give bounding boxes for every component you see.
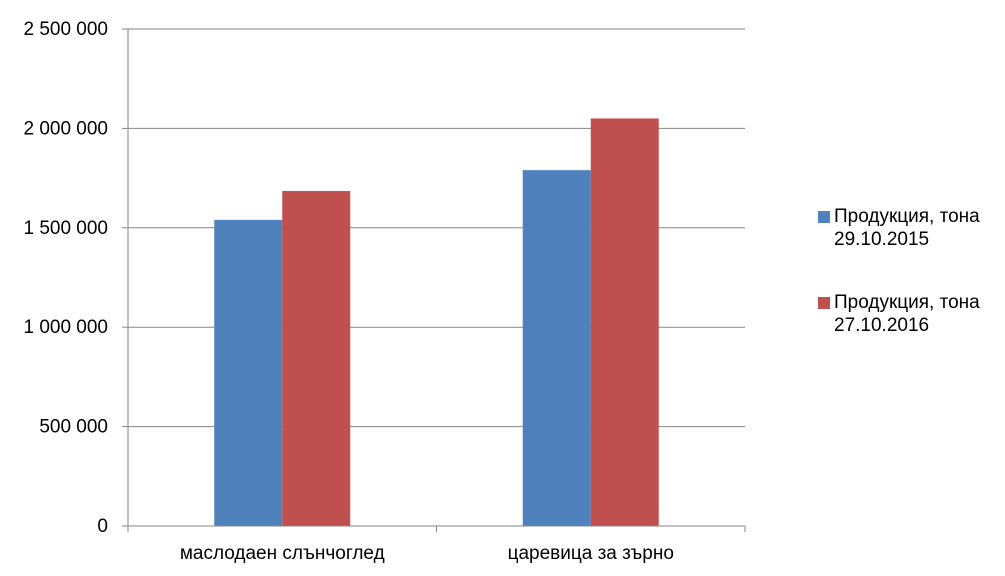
- x-tick-label: маслодаен слънчоглед: [180, 543, 385, 564]
- legend-swatch-series-1: [818, 211, 830, 223]
- legend-label-series-2-line-2: 27.10.2016: [834, 315, 930, 336]
- legend-swatch-series-2: [818, 297, 830, 309]
- bar-series-2-1: [282, 191, 351, 526]
- legend: Продукция, тона 29.10.2015 Продукция, то…: [818, 205, 1003, 377]
- axes: [122, 28, 746, 532]
- y-tick-label: 1 500 000: [23, 218, 108, 239]
- bar-series-1-1: [214, 219, 283, 526]
- x-tick-label: царевица за зърно: [508, 543, 674, 564]
- y-tick-label: 0: [97, 516, 108, 537]
- legend-label-series-1-line-2: 29.10.2015: [834, 229, 930, 250]
- bar-series-1-2: [522, 170, 591, 526]
- y-tick-label: 2 000 000: [23, 118, 108, 139]
- legend-label-series-2-line-1: Продукция, тона: [834, 292, 980, 313]
- legend-label-series-1-line-1: Продукция, тона: [834, 206, 980, 227]
- tick-labels: 0 500 000 1 000 000 1 500 000 2 000 000 2 500…: [23, 19, 673, 564]
- y-tick-label: 500 000: [39, 417, 108, 438]
- legend-item-series-1: Продукция, тона 29.10.2015: [818, 205, 1003, 251]
- y-tick-label: 1 000 000: [23, 317, 108, 338]
- bar-series-2-2: [590, 118, 659, 527]
- y-tick-label: 2 500 000: [23, 19, 108, 40]
- legend-item-series-2: Продукция, тона 27.10.2016: [818, 291, 1003, 337]
- bars: [214, 118, 659, 527]
